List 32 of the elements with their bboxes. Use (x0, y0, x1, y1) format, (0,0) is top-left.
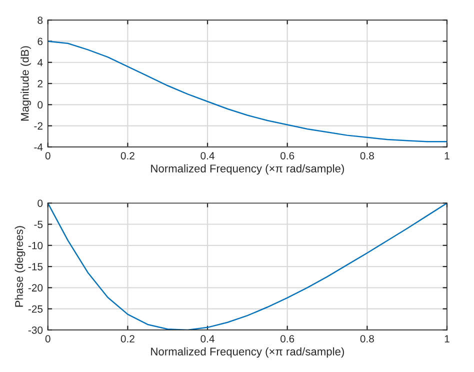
y-tick-label: -10 (28, 242, 43, 250)
x-tick-label: 0.6 (280, 335, 294, 342)
y-axis-title: Magnitude (dB) (20, 46, 31, 121)
y-tick-label: -25 (28, 305, 43, 313)
y-tick-label: 6 (38, 38, 43, 46)
x-tick-label: 0.8 (360, 335, 374, 342)
x-tick-label: 0.4 (200, 152, 214, 160)
x-axis-title: Normalized Frequency (×π rad/sample) (151, 164, 344, 175)
y-tick-label: -15 (28, 263, 43, 270)
y-tick-label: -4 (34, 144, 43, 151)
y-tick-label: -30 (28, 326, 43, 334)
y-tick-label: 2 (38, 80, 42, 88)
x-tick-label: 0.2 (120, 335, 134, 342)
x-tick-label: 0.4 (200, 335, 214, 342)
y-tick-label: 8 (38, 16, 43, 24)
y-tick-label: -20 (28, 284, 43, 292)
x-tick-label: 0.2 (120, 152, 134, 160)
x-tick-label: 0.8 (360, 152, 374, 160)
x-tick-label: 1 (444, 335, 450, 342)
y-axis-title: Phase (degrees) (14, 226, 26, 307)
x-axis-title: Normalized Frequency (×π rad/sample) (151, 347, 344, 358)
x-tick-label: 0 (45, 335, 50, 342)
line-series (48, 203, 447, 330)
x-tick-label: 0.6 (280, 152, 294, 160)
y-tick-label: 0 (38, 101, 43, 109)
x-tick-label: 0 (45, 152, 50, 160)
y-tick-label: 4 (37, 58, 43, 66)
y-tick-label: -5 (34, 220, 43, 228)
y-tick-label: 0 (38, 200, 43, 207)
y-tick-label: -2 (34, 122, 42, 130)
line-series (48, 40, 447, 142)
x-tick-label: 1 (444, 152, 450, 160)
